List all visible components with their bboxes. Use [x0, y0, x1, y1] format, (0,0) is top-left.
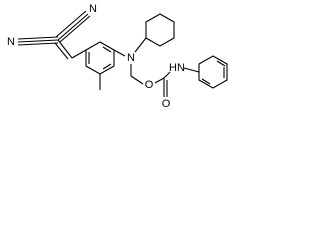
molecule-diagram: N N N O HN O — [7, 3, 228, 110]
bond — [57, 39, 73, 59]
bond — [154, 77, 165, 84]
nitrile-bond — [59, 15, 91, 43]
bond — [54, 42, 69, 60]
bond — [113, 49, 126, 57]
bond — [163, 71, 171, 79]
atom-label: N — [127, 52, 135, 64]
page: N N N O HN O (() => { const data = JSON.… — [0, 0, 260, 116]
atom-label: O — [162, 98, 171, 110]
atom-label: N — [89, 3, 97, 15]
atom-label: HN — [169, 62, 185, 74]
bond — [102, 63, 112, 70]
atom-label: O — [145, 79, 154, 91]
nitrile-bond — [17, 39, 59, 43]
bond — [134, 37, 147, 53]
bond — [102, 46, 112, 53]
atom-label: N — [7, 36, 15, 48]
nitrile-bond — [17, 36, 59, 40]
cyclohexane-ring — [145, 13, 175, 47]
phenyl-ring — [198, 55, 228, 89]
bond — [183, 67, 200, 73]
benzene-ring — [85, 41, 115, 75]
nitrile-bond — [57, 13, 89, 41]
bond — [201, 78, 211, 85]
bond — [216, 60, 226, 67]
bonds — [17, 10, 228, 97]
nitrile-bond — [55, 10, 87, 38]
bond — [71, 49, 87, 59]
nitrile-bond — [17, 42, 59, 46]
bond — [130, 75, 144, 85]
